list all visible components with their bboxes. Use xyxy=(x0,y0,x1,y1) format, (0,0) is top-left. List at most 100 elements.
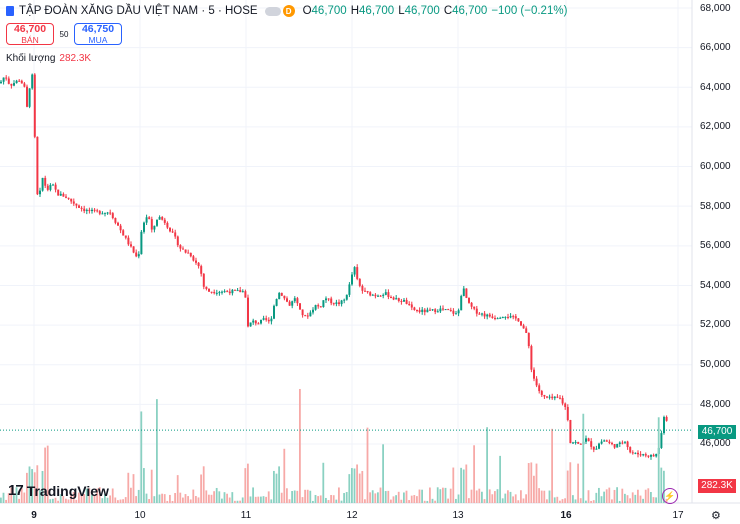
last-price-label: 46,700 xyxy=(698,425,736,439)
candle-body xyxy=(517,318,520,322)
candle-body xyxy=(465,288,468,298)
candle-body xyxy=(317,305,320,307)
candle-body xyxy=(163,219,166,223)
volume-bar xyxy=(249,496,252,503)
volume-bar xyxy=(460,467,462,503)
tradingview-mark-icon: 17 xyxy=(8,482,24,499)
volume-bar xyxy=(366,427,369,503)
volume-bar xyxy=(577,463,579,503)
volume-bar xyxy=(67,499,70,503)
candle-body xyxy=(301,309,304,316)
settings-gear-icon[interactable]: ⚙ xyxy=(711,510,721,522)
volume-bar xyxy=(488,489,491,503)
volume-bar xyxy=(631,492,634,503)
volume-bar xyxy=(364,499,366,503)
candle-body xyxy=(605,440,608,442)
candle-body xyxy=(262,318,265,320)
candle-body xyxy=(296,298,299,304)
candle-body xyxy=(587,438,590,442)
candle-body xyxy=(75,203,78,206)
candle-body xyxy=(621,442,624,444)
y-tick: 68,000 xyxy=(700,3,731,14)
candle-body xyxy=(234,289,236,291)
volume-bar xyxy=(384,491,387,503)
volume-bar xyxy=(244,468,247,503)
candle-body xyxy=(631,452,634,454)
volume-bar xyxy=(213,491,215,503)
volume-bar xyxy=(629,498,631,503)
volume-bar xyxy=(70,494,72,503)
volume-bar xyxy=(434,500,436,503)
candle-body xyxy=(361,285,364,291)
buy-button[interactable]: 46,750 MUA xyxy=(74,23,122,45)
candle-body xyxy=(400,300,403,302)
candle-body xyxy=(117,222,119,226)
volume-bar xyxy=(343,493,345,503)
volume-bar xyxy=(322,462,325,503)
volume-bar xyxy=(215,487,218,503)
volume-bar xyxy=(418,489,421,503)
volume-bar xyxy=(397,491,400,503)
volume-bar xyxy=(135,496,137,503)
candle-body xyxy=(535,378,538,386)
volume-bar xyxy=(546,499,548,503)
candle-body xyxy=(254,320,257,324)
volume-bar xyxy=(520,490,522,503)
volume-bar xyxy=(187,496,189,503)
volume-bar xyxy=(101,498,104,503)
volume-bar xyxy=(210,494,213,503)
volume-bar xyxy=(62,496,65,503)
candle-body xyxy=(20,80,23,84)
symbol-title[interactable]: TẬP ĐOÀN XĂNG DẦU VIỆT NAM · 5 · HOSE xyxy=(19,5,258,17)
more-dots-icon[interactable] xyxy=(264,6,281,16)
candle-body xyxy=(54,184,57,190)
candle-body xyxy=(629,447,632,453)
candle-body xyxy=(23,83,26,87)
volume-legend[interactable]: Khối lượng 282.3K xyxy=(6,53,91,64)
volume-bar xyxy=(15,487,18,503)
candle-body xyxy=(455,313,457,315)
volume-bar xyxy=(124,497,127,503)
candle-body xyxy=(135,252,138,257)
volume-bar xyxy=(327,500,330,503)
volume-bar xyxy=(169,494,171,503)
candle-body xyxy=(231,289,234,294)
candle-body xyxy=(223,291,226,293)
candle-body xyxy=(0,81,2,84)
candle-body xyxy=(286,298,288,302)
volume-label: Khối lượng xyxy=(6,53,56,64)
candle-body xyxy=(431,309,434,311)
volume-bar xyxy=(254,496,257,503)
close-label: C xyxy=(443,5,453,17)
candle-body xyxy=(244,291,247,298)
volume-bar xyxy=(603,491,605,503)
candle-body xyxy=(366,291,369,293)
candle-body xyxy=(343,299,346,301)
volume-bar xyxy=(358,473,361,503)
candle-body xyxy=(31,74,34,89)
lightning-icon[interactable]: ⚡ xyxy=(662,488,678,504)
volume-bar xyxy=(252,487,254,503)
candle-body xyxy=(488,314,491,317)
candle-body xyxy=(551,396,554,399)
volume-bar xyxy=(109,495,111,503)
volume-bar xyxy=(374,493,377,503)
candle-body xyxy=(221,291,223,293)
volume-bar xyxy=(371,490,374,503)
volume-bar xyxy=(205,490,208,503)
volume-bar xyxy=(501,498,504,503)
volume-bar xyxy=(59,494,62,503)
volume-bar xyxy=(114,497,117,503)
dividend-badge[interactable]: D xyxy=(282,5,295,17)
volume-bar xyxy=(332,495,335,503)
candle-body xyxy=(46,185,49,190)
tradingview-logo[interactable]: 17 TradingView xyxy=(8,482,109,499)
volume-bar xyxy=(304,489,306,503)
volume-bar xyxy=(642,498,644,503)
sell-button[interactable]: 46,700 BÁN xyxy=(6,23,54,45)
candle-body xyxy=(408,303,411,305)
candle-body xyxy=(174,232,177,237)
volume-bar xyxy=(473,445,475,503)
volume-bar xyxy=(379,487,382,503)
